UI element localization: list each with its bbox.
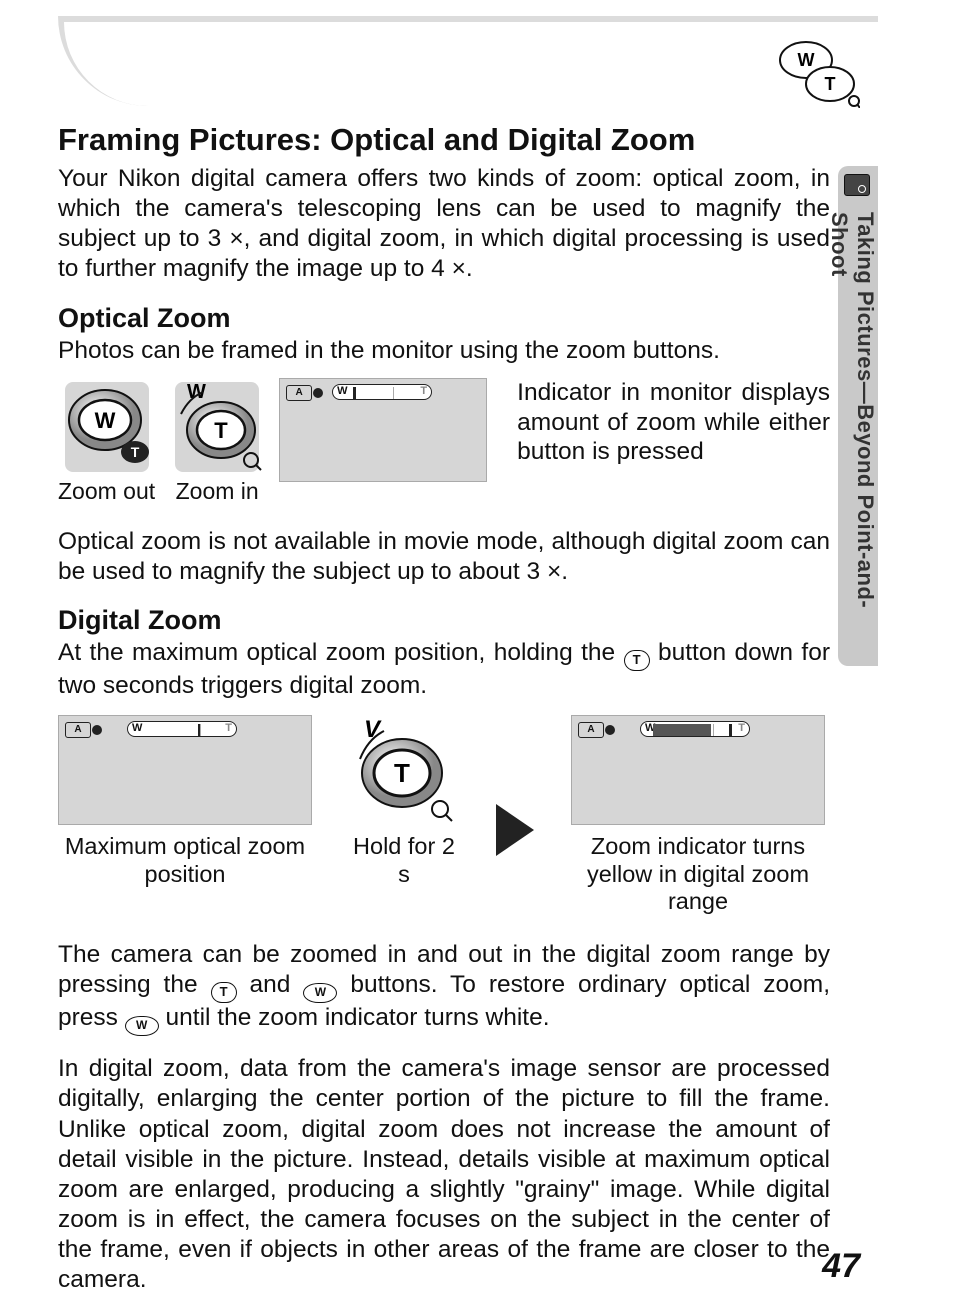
zoom-tick [729,724,732,736]
digital-p2: The camera can be zoomed in and out in t… [58,940,878,1036]
dp2d: until the zoom indicator turns white. [159,1004,550,1031]
camera-mode-icon [844,174,870,196]
svg-text:W: W [187,381,206,403]
mode-icon: A [578,722,604,738]
w-icon: W [337,385,347,397]
max-optical-caption: Maximum optical zoom position [58,833,312,888]
optical-illustration-row: W T Zoom out W T Zoom in [58,378,878,505]
yellow-col: A W T Zoom indicator turns yellow in dig… [566,715,830,916]
heading-digital: Digital Zoom [58,605,878,636]
mode-icon: A [65,722,91,738]
optical-note: Optical zoom is not available in movie m… [58,527,878,587]
svg-text:T: T [394,758,410,788]
zoom-divider [200,724,201,736]
w-icon: W [132,722,142,734]
w-button-icon: W [125,1016,159,1036]
dp2b: and [237,971,304,998]
digital-lead-a: At the maximum optical zoom position, ho… [58,639,624,666]
corner-decoration [58,16,878,106]
heading-optical: Optical Zoom [58,303,878,334]
digital-lead: At the maximum optical zoom position, ho… [58,638,878,701]
zoom-bar-max: W T [127,721,237,737]
svg-text:W: W [798,50,815,70]
hold-caption: Hold for 2 s [344,833,464,888]
t-icon: T [420,385,427,397]
t-icon: T [738,722,745,734]
zoom-fill [653,724,711,736]
zoom-in-button-illustration: W T Zoom in [171,378,263,505]
page-frame: W T Taking Pictures—Beyond Point-and-Sho… [58,16,878,1296]
monitor-optical-illustration: A W T [279,378,487,482]
t-button-icon: T [624,650,650,671]
arrow-right-icon [496,804,534,856]
svg-text:W: W [94,408,115,433]
yellow-caption: Zoom indicator turns yellow in digital z… [566,833,830,916]
content: Framing Pictures: Optical and Digital Zo… [58,122,878,1313]
page-number: 47 [822,1247,860,1286]
heading-main: Framing Pictures: Optical and Digital Zo… [58,122,878,158]
indicator-explanation: Indicator in monitor displays amount of … [503,378,830,468]
zoom-divider [713,724,714,736]
zoom-in-label: Zoom in [176,478,259,505]
w-button-icon: W [303,983,337,1003]
zoom-bar-optical: W T [332,384,432,400]
zoom-tick [353,387,356,399]
mode-icon: A [286,385,312,401]
zoom-out-label: Zoom out [58,478,155,505]
zoom-divider [393,387,394,399]
svg-text:T: T [214,418,228,443]
zoom-bar-digital: W T [640,721,750,737]
hold-col: V T Hold for 2 s [344,715,464,888]
digital-illustration-row: A W T Maximum optical zoom position V [58,715,878,916]
t-button-icon: T [211,982,237,1003]
svg-text:T: T [130,444,139,460]
svg-text:T: T [825,74,836,94]
t-icon: T [225,722,232,734]
intro-paragraph: Your Nikon digital camera offers two kin… [58,164,878,285]
optical-lead: Photos can be framed in the monitor usin… [58,336,878,366]
side-tab-label: Taking Pictures—Beyond Point-and-Shoot [838,212,878,652]
zoom-wt-corner-icon: W T [776,38,860,108]
digital-p3: In digital zoom, data from the camera's … [58,1054,878,1295]
side-tab: Taking Pictures—Beyond Point-and-Shoot [838,166,878,666]
zoom-out-button-illustration: W T Zoom out [58,378,155,505]
max-optical-col: A W T Maximum optical zoom position [58,715,312,888]
